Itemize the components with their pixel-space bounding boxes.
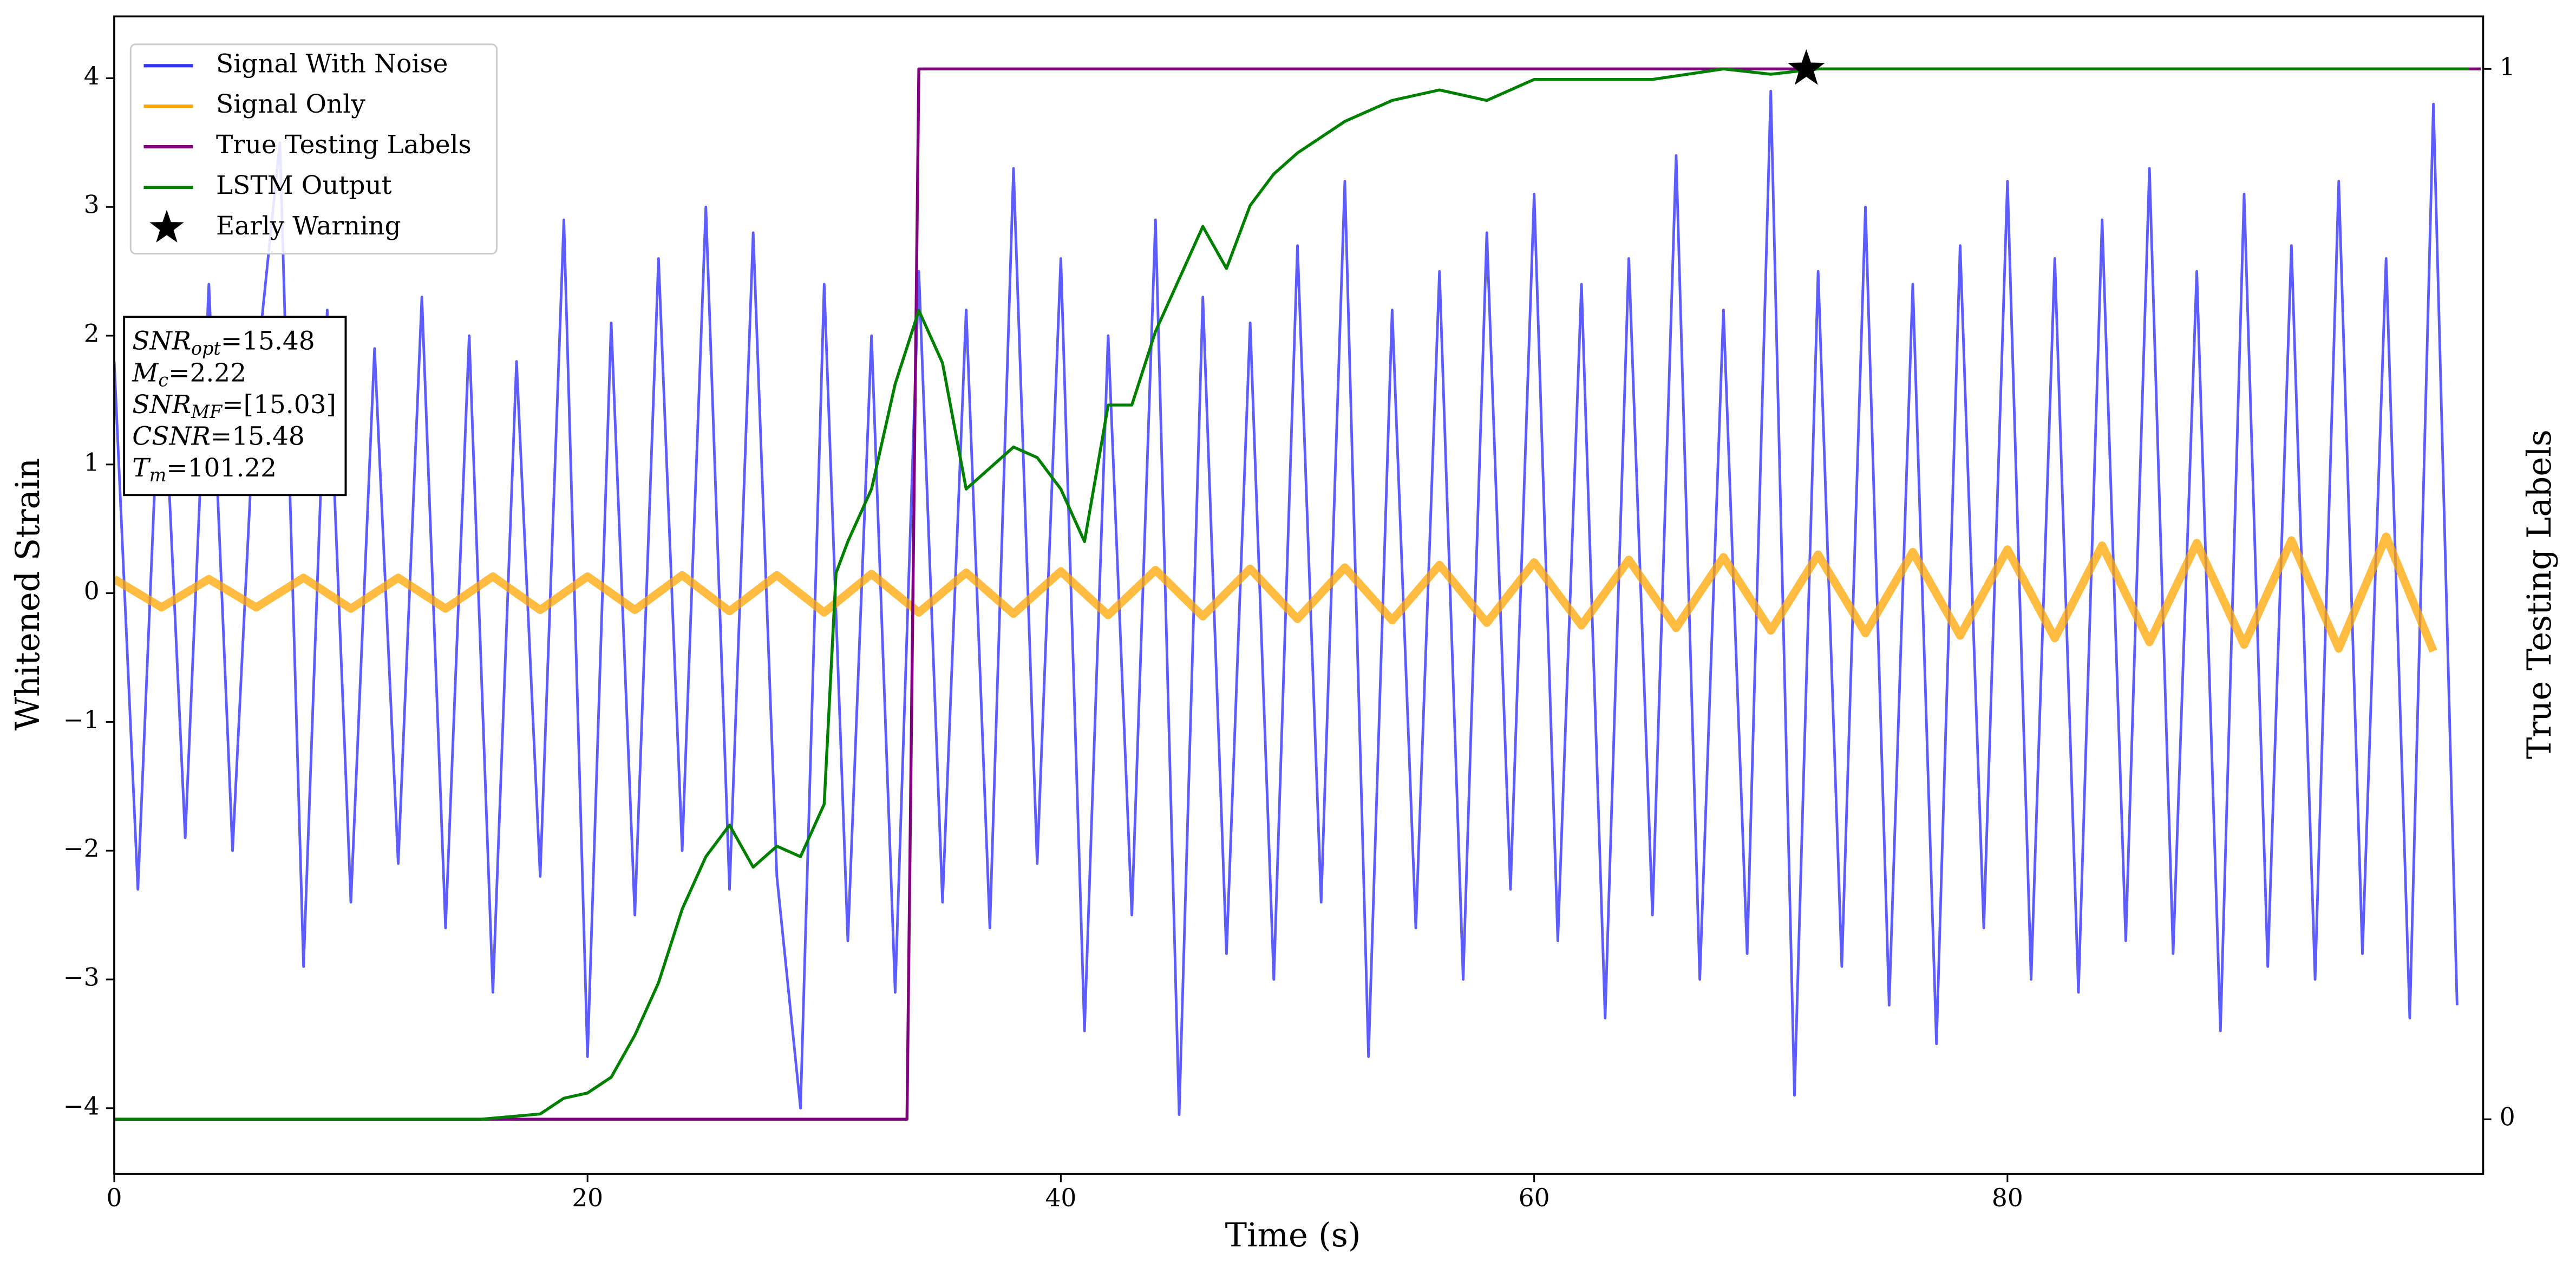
early-warning-marker [1787, 49, 1825, 85]
plot-frame [113, 15, 2485, 1175]
annotation-line: SNRopt=15.48 [132, 326, 315, 359]
y-tick-label: −1 [63, 705, 100, 734]
y-tick-label: 0 [84, 577, 100, 605]
annotation-line: SNRMF=[15.03] [132, 390, 336, 422]
series-line [114, 532, 2437, 653]
legend-box [129, 43, 498, 254]
annotation-sub: m [149, 465, 167, 486]
y2-tick-label: 1 [2500, 53, 2515, 81]
legend-label: Early Warning [216, 211, 401, 241]
y-tick-label: −4 [63, 1092, 100, 1120]
legend: Signal With Noise Signal Only True Testing… [129, 43, 498, 254]
y-tick-label: 3 [84, 191, 100, 219]
annotation-line: CSNR=15.48 [132, 421, 305, 451]
annotation-frame [123, 316, 347, 496]
annotation-sub: MF [191, 401, 223, 422]
y2-axis-label: True Testing Labels [2521, 429, 2559, 759]
annotation-name: M [132, 358, 159, 388]
legend-label: LSTM Output [216, 171, 392, 200]
annotation-value: =101.22 [166, 453, 277, 483]
y-axis-label: Whitened Strain [9, 458, 47, 730]
annotation-name: SNR [132, 390, 191, 420]
annotation-value: =[15.03] [222, 390, 336, 420]
x-tick-label: 0 [106, 1184, 122, 1212]
annotation-sub: c [158, 369, 168, 390]
y2-tick-label: 0 [2500, 1103, 2515, 1132]
y-tick-label: 1 [84, 448, 100, 476]
annotation-line: Tm=101.22 [132, 453, 277, 486]
y-tick-label: 4 [84, 62, 100, 90]
annotation-value: =15.48 [211, 421, 305, 451]
annotation-name: SNR [132, 326, 191, 356]
annotation-name: CSNR [132, 421, 211, 451]
annotation-value: =2.22 [168, 358, 246, 388]
annotation-sub: opt [191, 338, 221, 359]
legend-label: Signal Only [216, 89, 365, 119]
series-line [114, 89, 2459, 1116]
x-tick-label: 80 [1992, 1184, 2023, 1212]
series-line [114, 67, 2481, 1121]
plot-area [114, 67, 2481, 1121]
x-tick-label: 60 [1519, 1184, 1550, 1212]
annotation-box: SNRopt=15.48Mc=2.22SNRMF=[15.03]CSNR=15.… [123, 316, 347, 496]
legend-marker [149, 210, 184, 243]
annotation-value: =15.48 [221, 326, 315, 356]
y-tick-label: −3 [63, 963, 100, 991]
y-tick-label: −2 [63, 834, 100, 863]
x-tick-label: 20 [572, 1184, 603, 1212]
legend-label: Signal With Noise [216, 49, 448, 79]
x-axis-label: Time (s) [1225, 1217, 1361, 1255]
series-line [114, 67, 2469, 1121]
y-tick-label: 2 [84, 319, 100, 348]
annotation-name: T [132, 453, 151, 483]
x-tick-label: 40 [1045, 1184, 1076, 1212]
annotation-line: Mc=2.22 [132, 358, 246, 390]
legend-label: True Testing Labels [216, 130, 472, 160]
